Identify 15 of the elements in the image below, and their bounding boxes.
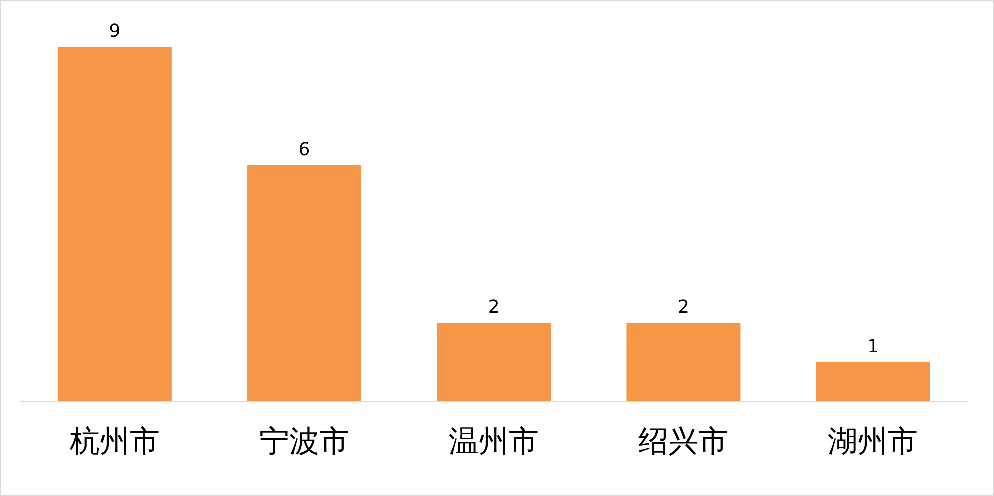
- x-tick-label: 绍兴市: [638, 424, 729, 460]
- bar: [437, 323, 552, 402]
- bar: [58, 47, 172, 402]
- x-tick-label: 温州市: [449, 424, 539, 460]
- x-tick-label: 杭州市: [68, 424, 160, 460]
- bar: [626, 323, 741, 402]
- x-tick-label: 宁波市: [259, 424, 350, 460]
- bar: [816, 362, 930, 402]
- data-label: 6: [298, 139, 310, 160]
- data-label: 9: [109, 21, 121, 42]
- bar: [248, 165, 362, 402]
- data-label: 1: [868, 336, 880, 358]
- data-label: 2: [678, 297, 690, 318]
- x-tick-label: 湖州市: [828, 424, 918, 460]
- data-label: 2: [488, 297, 500, 318]
